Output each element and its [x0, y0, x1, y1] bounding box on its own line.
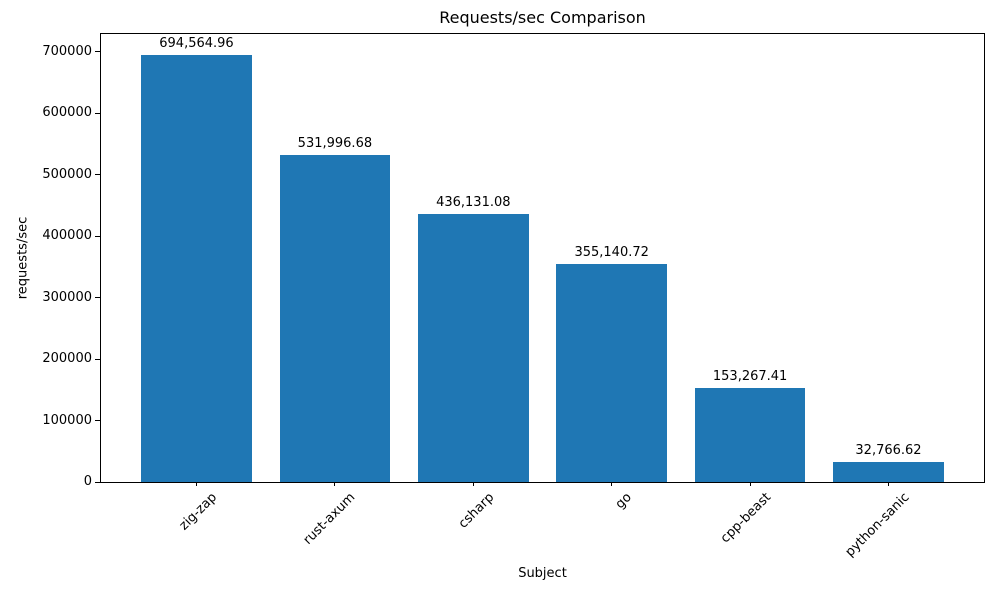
bar — [833, 461, 944, 482]
bar-value-label: 531,996.68 — [297, 136, 373, 152]
y-tick-label: 600000 — [42, 105, 92, 121]
y-tick-label: 300000 — [42, 289, 92, 305]
bar — [694, 387, 806, 482]
x-axis-tick — [472, 482, 474, 486]
bar — [141, 55, 252, 482]
x-tick-label: zig-zap — [176, 490, 221, 534]
bar — [279, 155, 391, 482]
x-tick-label: cpp-beast — [717, 490, 774, 547]
x-axis-tick — [195, 482, 197, 486]
bar-value-label: 694,564.96 — [159, 36, 234, 52]
y-tick-label: 400000 — [42, 228, 92, 244]
y-tick-label: 100000 — [42, 412, 92, 428]
x-axis-tick — [749, 482, 751, 486]
chart-title: Requests/sec Comparison — [439, 8, 646, 27]
y-axis-tick — [95, 358, 100, 360]
bar — [417, 214, 529, 482]
x-axis-label: Subject — [518, 566, 567, 581]
x-tick-label: csharp — [455, 490, 497, 532]
x-axis-tick — [611, 482, 613, 486]
y-axis-tick — [95, 51, 100, 53]
y-axis-tick — [95, 174, 100, 176]
bar — [556, 263, 668, 482]
y-tick-label: 500000 — [42, 166, 92, 182]
bar-value-label: 436,131.08 — [436, 195, 511, 211]
y-axis-tick — [95, 420, 100, 422]
y-tick-label: 200000 — [42, 351, 92, 367]
plot-area: 694,564.96 zig-zap 531,996.68 rust-axum 436,… — [42, 33, 985, 560]
x-axis-tick — [888, 482, 889, 486]
x-tick-label: rust-axum — [300, 490, 359, 548]
y-axis-tick — [95, 112, 100, 114]
y-tick-label: 0 — [83, 474, 92, 489]
x-tick-label: go — [613, 490, 636, 513]
bar-value-label: 32,766.62 — [855, 442, 922, 458]
y-tick-label: 700000 — [42, 43, 92, 59]
x-tick-label: python-sanic — [842, 490, 913, 560]
y-axis-tick — [95, 235, 100, 237]
y-axis-tick — [95, 481, 100, 483]
bar-value-label: 153,267.41 — [712, 368, 788, 384]
y-axis-tick — [95, 297, 100, 299]
bar-value-label: 355,140.72 — [574, 244, 649, 260]
x-axis-tick — [334, 482, 336, 486]
